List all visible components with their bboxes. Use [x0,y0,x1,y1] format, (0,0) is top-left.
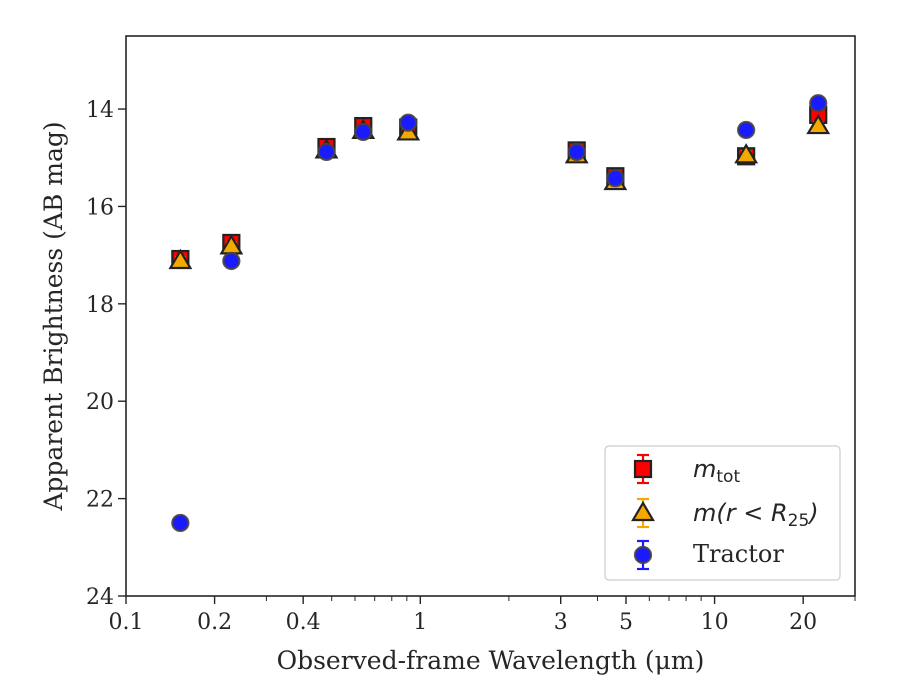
y-tick-label: 24 [86,585,114,610]
y-axis-label: Apparent Brightness (AB mag) [39,121,68,511]
x-tick-label: 0.2 [197,610,232,635]
x-tick-label: 20 [789,610,817,635]
x-tick-label: 5 [619,610,633,635]
point-mr25 [806,113,831,135]
x-ticks: 0.1 0.2 0.4 1 3 5 10 20 [109,596,856,635]
legend-label-tractor: Tractor [693,540,784,568]
series-mtot [171,105,828,269]
y-tick-label: 20 [86,390,114,415]
y-tick-label: 22 [86,488,114,513]
y-tick-label: 16 [86,195,114,220]
x-tick-label: 10 [701,610,729,635]
point-tractor [567,142,586,161]
legend-marker-mr25 [631,497,655,529]
legend-label-mr25-sub: 25 [788,511,810,531]
legend-marker-tractor [633,539,653,571]
point-tractor [171,513,190,533]
x-tick-label: 0.4 [286,610,321,635]
point-tractor [354,122,373,142]
legend-label-mr25-main: m(r < R [693,499,788,527]
legend-label-mr25: m(r < R25) [693,499,819,531]
point-tractor [222,251,241,271]
legend-symbol-mr25 [631,500,655,522]
series-mr25 [168,113,831,270]
series-tractor [171,94,828,533]
plot-frame [125,35,856,597]
point-tractor [317,142,336,161]
legend-box [604,445,841,581]
point-tractor [399,113,418,132]
x-tick-label: 3 [554,610,568,635]
legend: mtot m(r < R25) Tractor [604,445,841,581]
y-tick-label: 18 [86,293,114,318]
legend-label-mtot-main: m [693,455,716,483]
point-tractor [606,169,625,188]
x-tick-label: 0.1 [109,610,144,635]
x-axis-label: Observed-frame Wavelength (μm) [277,646,705,675]
point-tractor [737,120,756,140]
point-mr25 [168,248,193,270]
legend-label-mr25-close: ) [807,499,818,527]
legend-symbol-mtot [633,459,653,479]
y-ticks: 14 16 18 20 22 24 [86,98,126,610]
x-tick-label: 1 [413,610,427,635]
point-mr25 [734,143,759,164]
point-tractor [809,94,828,113]
legend-symbol-tractor [633,545,653,565]
data-layer [168,94,831,533]
y-tick-label: 14 [86,98,114,123]
legend-marker-mtot [633,453,653,485]
legend-label-mtot-sub: tot [716,467,740,487]
legend-label-mtot: mtot [693,455,740,487]
